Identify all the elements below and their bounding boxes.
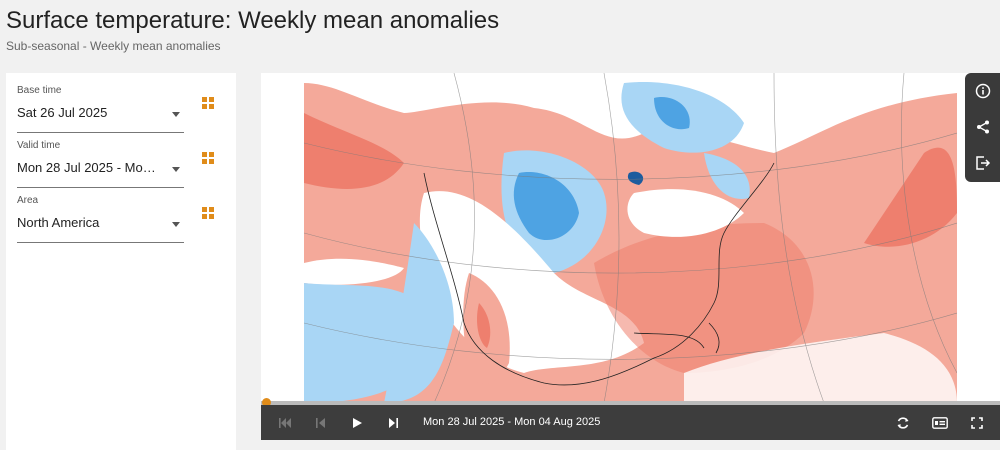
valid-time-value: Mon 28 Jul 2025 - Mon 04 Aug 2025	[17, 160, 157, 175]
previous-frame-icon[interactable]	[307, 405, 335, 440]
chevron-down-icon	[172, 112, 180, 117]
base-time-select[interactable]: Sat 26 Jul 2025	[17, 99, 184, 133]
base-time-label: Base time	[17, 85, 62, 96]
valid-time-field: Valid time Mon 28 Jul 2025 - Mon 04 Aug …	[17, 140, 231, 188]
temperature-anomaly-map[interactable]	[304, 73, 957, 403]
grid-icon[interactable]	[202, 97, 216, 111]
page-title: Surface temperature: Weekly mean anomali…	[6, 7, 500, 34]
area-value: North America	[17, 215, 100, 230]
fullscreen-icon[interactable]	[963, 405, 991, 440]
map-toolbar	[965, 73, 1000, 182]
chevron-down-icon	[172, 222, 180, 227]
area-select[interactable]: North America	[17, 209, 184, 243]
valid-time-label: Valid time	[17, 140, 61, 151]
share-icon[interactable]	[965, 111, 1000, 143]
player-controls: Mon 28 Jul 2025 - Mon 04 Aug 2025	[261, 405, 1000, 440]
grid-icon[interactable]	[202, 152, 216, 166]
export-icon[interactable]	[965, 147, 1000, 179]
player-date-range: Mon 28 Jul 2025 - Mon 04 Aug 2025	[423, 416, 601, 428]
base-time-field: Base time Sat 26 Jul 2025	[17, 85, 231, 133]
valid-time-select[interactable]: Mon 28 Jul 2025 - Mon 04 Aug 2025	[17, 154, 184, 188]
timeline-slider[interactable]	[261, 401, 1000, 405]
grid-icon[interactable]	[202, 207, 216, 221]
play-icon[interactable]	[343, 405, 371, 440]
loop-icon[interactable]	[889, 405, 917, 440]
chevron-down-icon	[172, 167, 180, 172]
first-frame-icon[interactable]	[271, 405, 299, 440]
area-label: Area	[17, 195, 39, 206]
base-time-value: Sat 26 Jul 2025	[17, 105, 108, 120]
controls-panel: Base time Sat 26 Jul 2025 Valid time Mon…	[6, 73, 236, 450]
legend-icon[interactable]	[926, 405, 954, 440]
next-frame-icon[interactable]	[379, 405, 407, 440]
info-icon[interactable]	[965, 75, 1000, 107]
page-subtitle: Sub-seasonal - Weekly mean anomalies	[6, 39, 221, 53]
timeline-handle[interactable]	[262, 398, 271, 407]
area-field: Area North America	[17, 195, 231, 243]
